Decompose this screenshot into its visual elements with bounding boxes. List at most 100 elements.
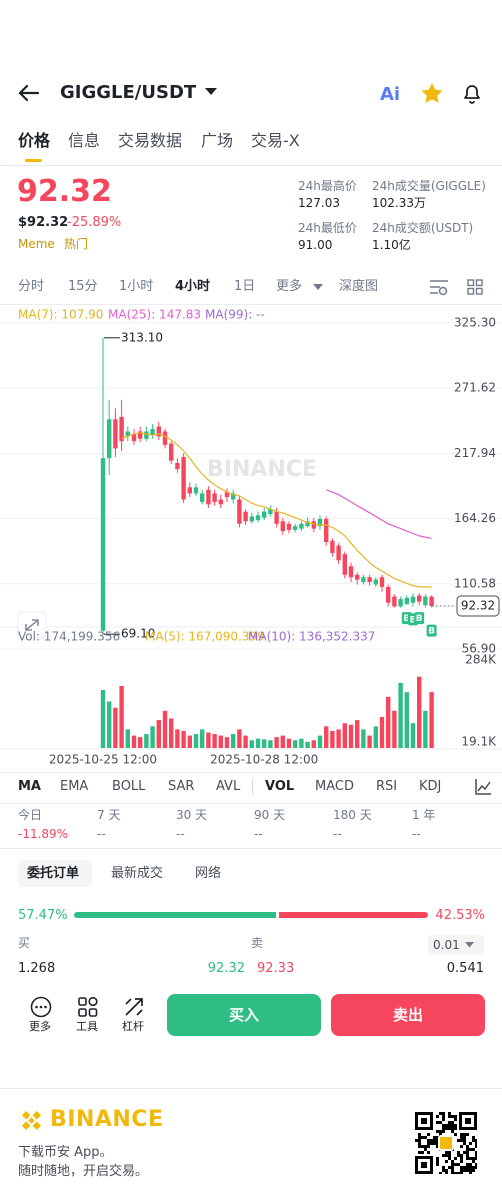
candle-body [255,515,261,521]
pair-dropdown[interactable] [205,88,217,96]
qr-cell [445,1154,448,1157]
volume-bar [404,692,409,748]
buy-button[interactable]: 买入 [167,994,321,1036]
qr-cell [445,1127,448,1130]
brand-name: BINANCE [50,1107,164,1132]
qr-cell [418,1142,421,1145]
tab[interactable]: 交易数据 [118,131,183,150]
divider [0,165,502,166]
qr-cell [448,1151,451,1154]
qr-cell [469,1157,472,1160]
ma-legend: MA(7): 107.90 [18,308,103,322]
action-label[interactable]: 工具 [76,1020,98,1033]
indicator[interactable]: RSI [376,779,398,794]
precision-select[interactable] [428,935,484,955]
indicator[interactable]: AVL [216,779,241,794]
candle-body [336,545,341,561]
indicator[interactable]: MA [18,779,41,794]
expand-icon[interactable] [17,611,47,639]
sell-button[interactable]: 卖出 [331,994,485,1036]
qr-cell [457,1154,460,1157]
interval[interactable]: 4小时 [175,279,211,294]
indicator[interactable]: EMA [60,779,89,794]
indicator[interactable]: KDJ [419,779,442,794]
candle-body [169,443,174,461]
qr-cell [469,1142,472,1145]
precision-dropdown [465,942,474,948]
qr-cell [421,1162,427,1168]
interval[interactable]: 15分 [68,279,98,294]
perf-value: -- [412,827,421,841]
qr-cell [436,1160,439,1163]
order-tab[interactable]: 最新成交 [111,866,164,881]
divider [252,779,253,795]
interval[interactable]: 1小时 [119,279,154,294]
more-icon[interactable] [30,996,52,1018]
indicator[interactable]: SAR [168,779,195,794]
interval[interactable]: 深度图 [339,279,379,294]
qr-cell [448,1115,451,1118]
candle-body [218,499,223,505]
expand-icon-arrows [25,619,39,631]
order-tab[interactable]: 委托订单 [27,866,80,881]
perf-label: 今日 [18,808,43,822]
qr-cell [466,1169,469,1172]
qr-cell [463,1136,466,1139]
chart-tools-icon[interactable] [474,778,492,796]
stat-value: 102.33万 [372,196,426,210]
favorite-icon[interactable] [420,82,444,104]
more-dropdown[interactable] [313,284,323,291]
vol-legend: Vol: 174,199.356 [18,630,120,644]
action-label[interactable]: 杠杆 [122,1020,144,1033]
qr-cell [472,1160,475,1163]
qr-cell [451,1130,454,1133]
ai-icon[interactable]: Ai [380,84,401,105]
tab[interactable]: 交易-X [251,131,300,150]
qr-cell [457,1163,460,1166]
ma-line [121,432,432,588]
indicator[interactable]: MACD [315,779,354,794]
tab[interactable]: 信息 [68,131,101,150]
notification-icon[interactable] [461,82,483,104]
qr-cell [442,1124,445,1127]
qr-cell [469,1169,472,1172]
candle-body [423,596,428,606]
qr-cell [415,1139,418,1142]
interval[interactable]: 1日 [234,279,256,294]
candle-body [324,518,329,542]
qr-cell [475,1163,477,1166]
pair-title[interactable]: GIGGLE/USDT [60,82,197,103]
settings-icon[interactable] [429,278,449,296]
tag[interactable]: 热门 [64,237,89,251]
high-label: 313.10 [121,330,163,344]
volume-bar [100,690,106,748]
y-tick-label: 217.94 [454,446,496,460]
indicator[interactable]: VOL [265,779,295,794]
tab[interactable]: 广场 [201,131,234,150]
qr-cell [472,1148,475,1151]
qr-cell [442,1118,445,1121]
order-tab[interactable]: 网络 [195,866,222,881]
qr-cell [448,1157,451,1160]
indicator[interactable]: BOLL [112,779,146,794]
tag[interactable]: Meme [18,237,55,251]
qr-cell [445,1169,448,1172]
back-icon[interactable] [16,83,40,103]
buy-ratio-bar [74,912,276,918]
volume-bar [131,735,137,748]
candle-body [274,511,279,524]
leverage-icon[interactable] [123,996,145,1018]
vol-tick-label: 19.1K [461,735,497,749]
qr-code[interactable] [415,1112,477,1174]
candle-body [144,431,149,439]
qr-cell [448,1124,451,1127]
interval[interactable]: 分时 [18,279,45,294]
candle-body [181,456,186,500]
layout-icon[interactable] [467,279,483,295]
interval[interactable]: 更多 [276,279,303,294]
action-label[interactable]: 更多 [29,1020,51,1033]
tools-icon[interactable] [77,996,99,1018]
tab[interactable]: 价格 [18,131,51,150]
candle-body [268,509,273,515]
